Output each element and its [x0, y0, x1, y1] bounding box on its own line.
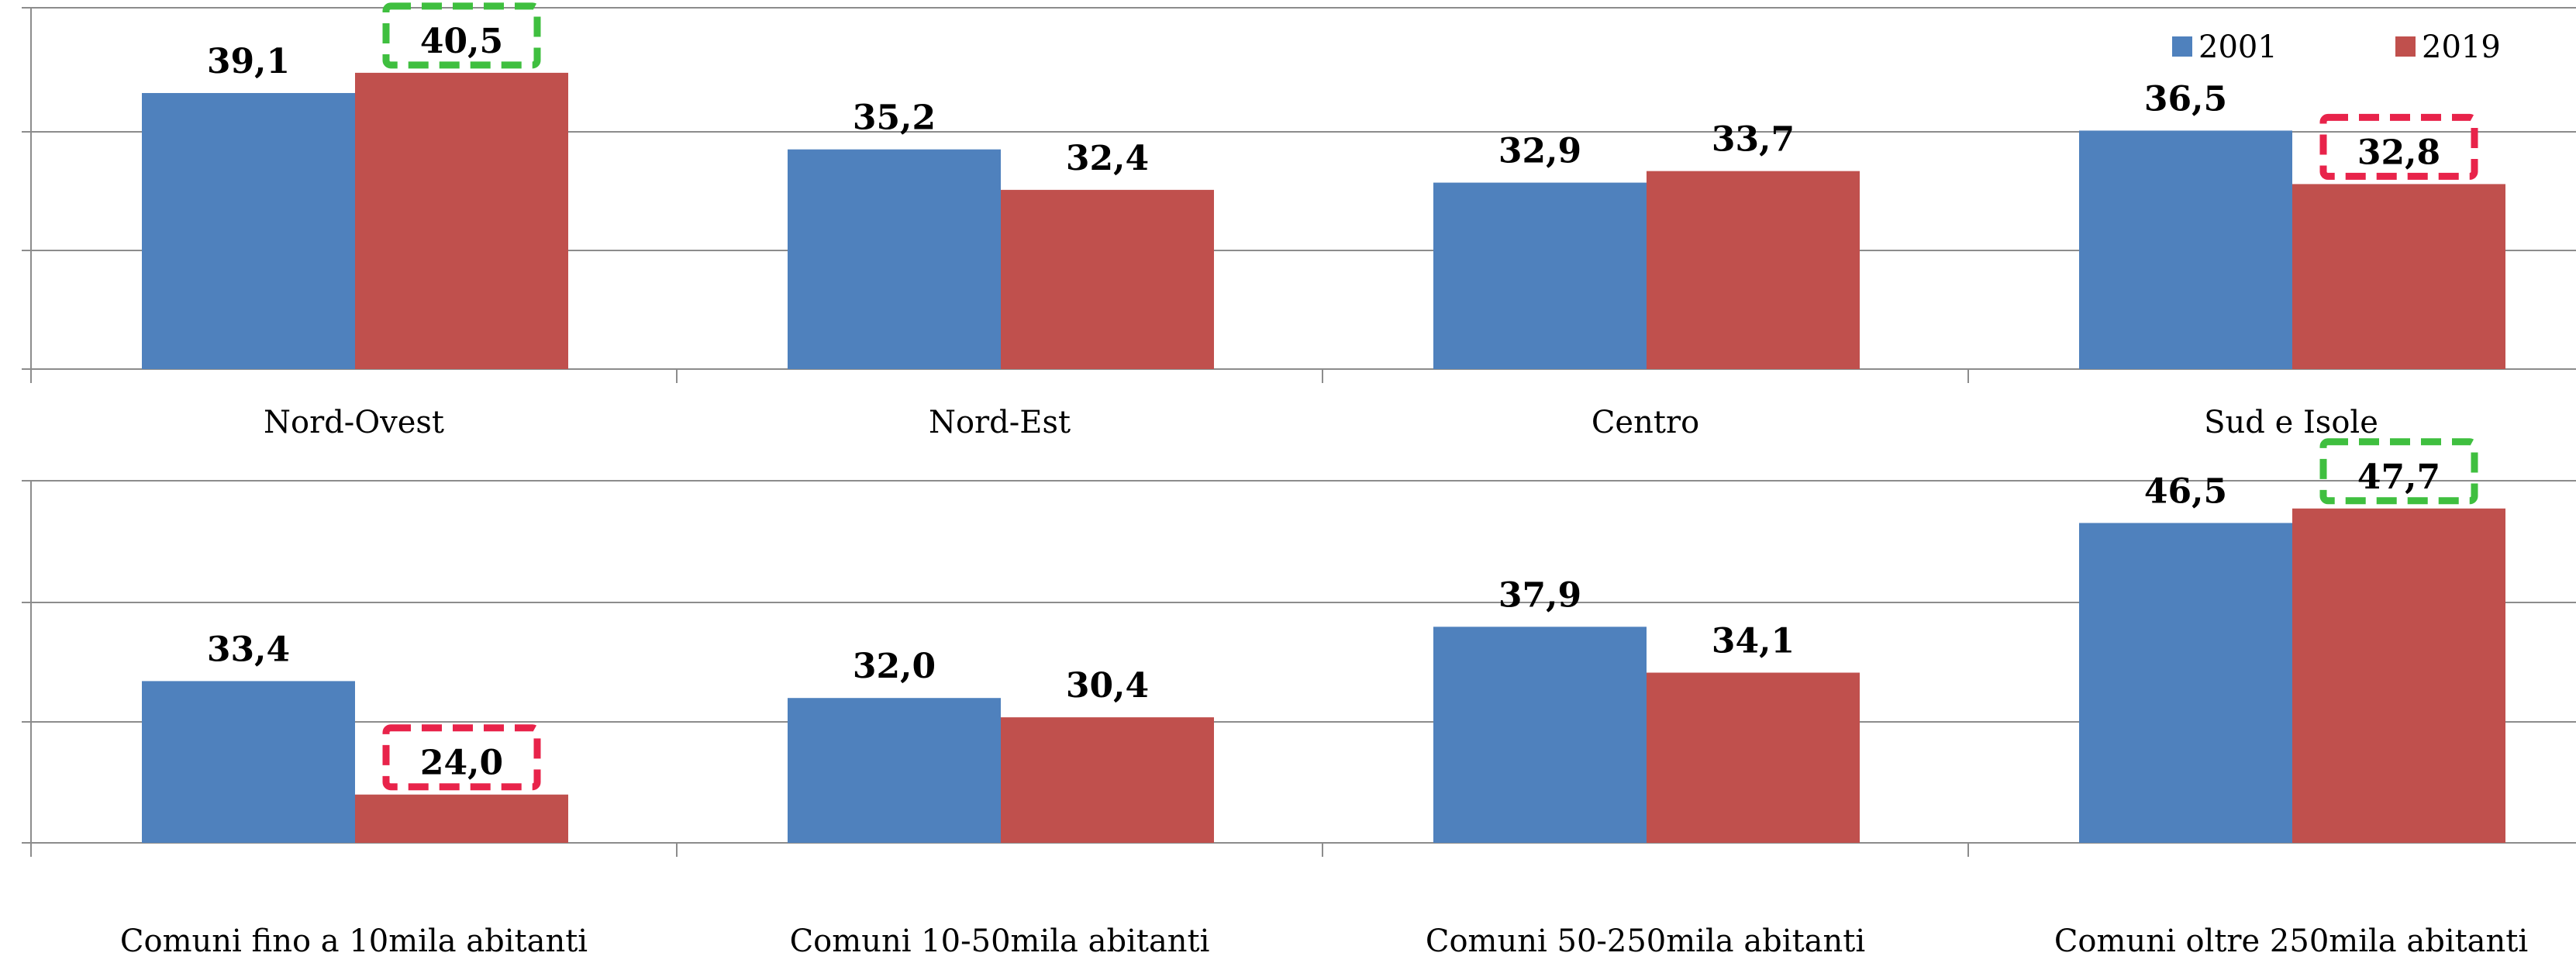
category-label: Nord-Ovest [264, 405, 444, 440]
category-label: Comuni 50-250mila abitanti [1426, 923, 1865, 959]
highlight-box [2319, 113, 2478, 180]
bar-2001-4 [2079, 523, 2292, 843]
data-label-2001-1: 33,4 [207, 630, 290, 669]
bar-2019-4 [2292, 184, 2505, 369]
bar-2019-1 [355, 72, 568, 369]
bar-2019-3 [1647, 672, 1860, 843]
chart-panel-2: 33,4 24,0 Comuni fino a 10mila abitanti 32,… [22, 438, 2576, 959]
bar-2001-2 [788, 698, 1001, 843]
data-label-2001-2: 35,2 [853, 98, 936, 138]
data-label-2001-3: 32,9 [1498, 132, 1581, 171]
bar-2001-3 [1433, 627, 1647, 843]
category-label: Centro [1591, 405, 1699, 440]
bar-2019-2 [1001, 717, 1214, 843]
data-label-2001-4: 46,5 [2144, 471, 2227, 511]
data-label-2001-2: 32,0 [853, 647, 936, 686]
bar-2019-4 [2292, 508, 2505, 843]
bar-2019-2 [1001, 189, 1214, 369]
category-label: Nord-Est [929, 405, 1071, 440]
category-label: Comuni fino a 10mila abitanti [120, 923, 588, 959]
data-label-2019-1: 40,5 [420, 22, 503, 61]
bar-2001-1 [142, 92, 355, 369]
bar-2001-4 [2079, 130, 2292, 369]
legend: 2001 2019 [2172, 29, 2501, 65]
data-label-2019-4: 47,7 [2357, 457, 2440, 497]
highlight-box [382, 724, 541, 791]
data-label-2019-2: 32,4 [1066, 139, 1149, 178]
category-label: Sud e Isole [2204, 405, 2378, 440]
legend-swatch-2019 [2395, 36, 2416, 57]
legend-label-2001: 2001 [2198, 29, 2278, 65]
bar-2001-1 [142, 681, 355, 843]
data-label-2019-1: 24,0 [420, 744, 503, 783]
legend-swatch-2001 [2172, 36, 2192, 57]
highlight-box [382, 2, 541, 69]
data-label-2001-3: 37,9 [1498, 575, 1581, 615]
data-label-2019-3: 34,1 [1712, 622, 1795, 661]
bar-2001-2 [788, 149, 1001, 369]
highlight-box [2319, 438, 2478, 505]
data-label-2001-1: 39,1 [207, 42, 290, 81]
bar-2001-3 [1433, 182, 1647, 369]
category-label: Comuni 10-50mila abitanti [790, 923, 1210, 959]
chart-panel-1: 39,1 40,5 Nord-Ovest 35,2 32,4 Nord-Est 32,9 33… [22, 2, 2576, 440]
data-label-2019-3: 33,7 [1712, 120, 1795, 160]
data-label-2019-4: 32,8 [2357, 133, 2440, 172]
data-label-2001-4: 36,5 [2144, 79, 2227, 119]
bar-2019-1 [355, 794, 568, 843]
category-label: Comuni oltre 250mila abitanti [2054, 923, 2528, 959]
bar-2019-3 [1647, 171, 1860, 369]
legend-label-2019: 2019 [2422, 29, 2501, 65]
data-label-2019-2: 30,4 [1066, 666, 1149, 706]
